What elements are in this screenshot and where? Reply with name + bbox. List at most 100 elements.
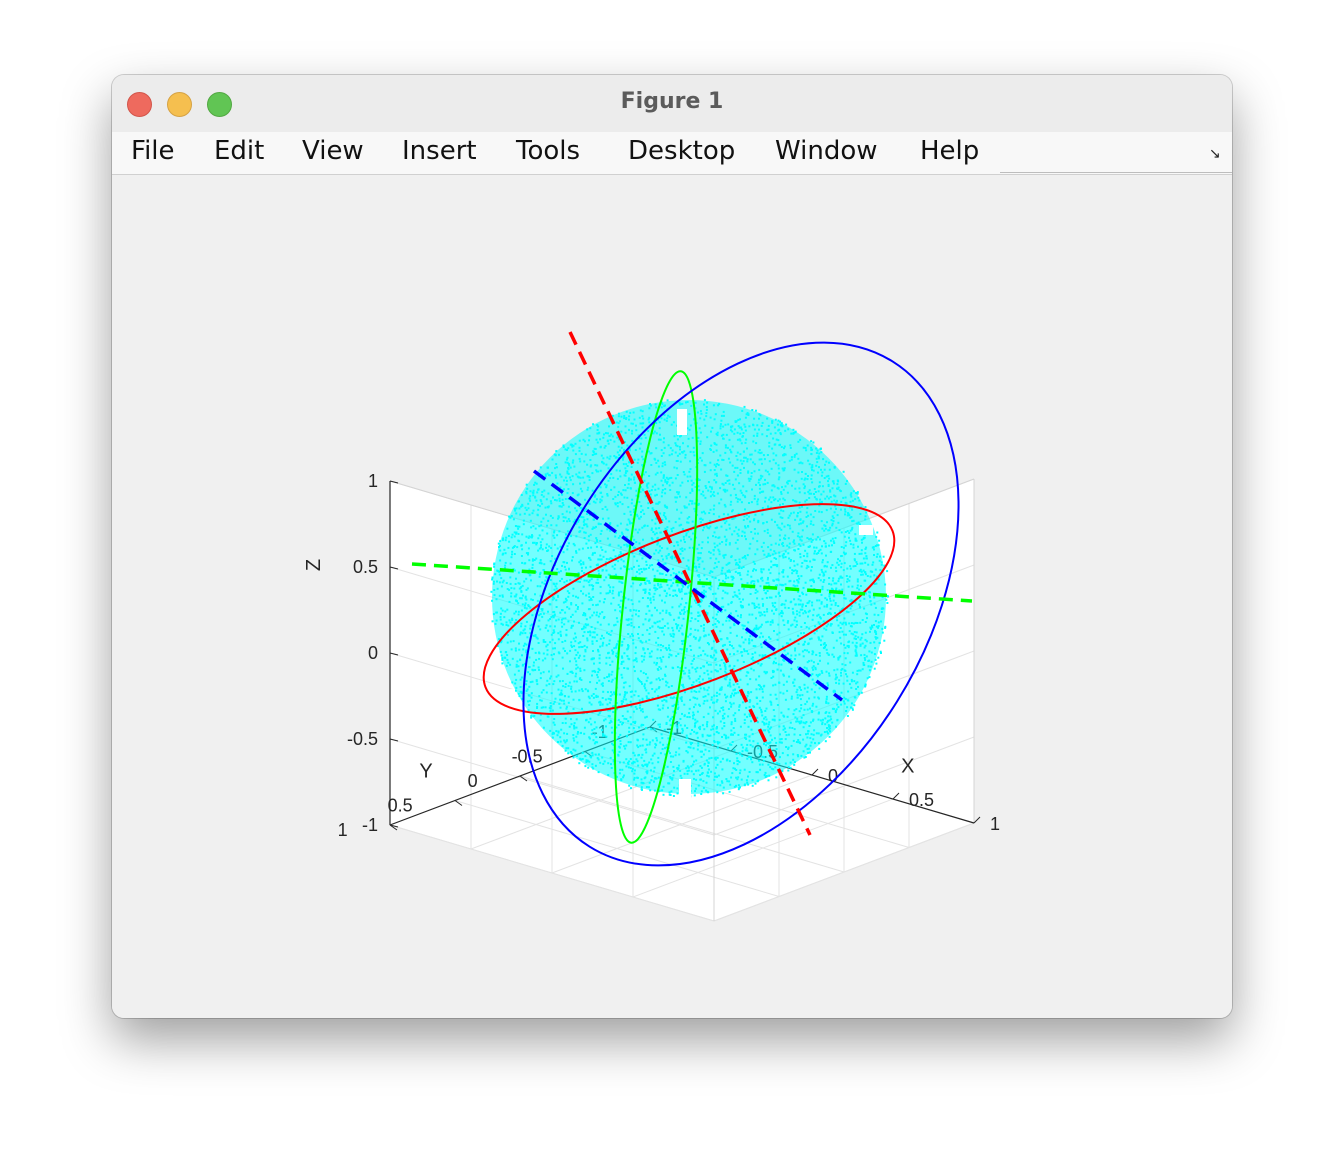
scatter-point — [754, 588, 757, 591]
scatter-point — [781, 467, 784, 470]
scatter-point — [648, 632, 651, 635]
x-tick — [811, 768, 819, 776]
scatter-point — [660, 449, 663, 452]
scatter-point — [725, 538, 728, 541]
scatter-point — [795, 610, 798, 613]
scatter-point — [722, 792, 725, 795]
scatter-point — [731, 576, 734, 578]
scatter-point — [542, 726, 545, 729]
scatter-point — [685, 736, 688, 739]
scatter-point — [730, 451, 733, 454]
scatter-point — [853, 631, 856, 633]
scatter-point — [617, 593, 620, 596]
scatter-point — [676, 701, 679, 704]
close-button[interactable] — [127, 92, 152, 117]
scatter-point — [753, 494, 756, 497]
dock-arrow-icon[interactable]: ↘ — [1209, 145, 1221, 161]
scatter-point — [695, 769, 698, 772]
title-bar[interactable]: Figure 1 — [112, 75, 1232, 132]
z-tick-label: -0.5 — [347, 729, 378, 749]
scatter-point — [591, 754, 594, 757]
scatter-point — [593, 447, 596, 450]
scatter-point — [588, 599, 591, 602]
scatter-point — [569, 649, 572, 652]
scatter-point — [607, 774, 610, 776]
scatter-point — [511, 619, 514, 621]
menu-insert[interactable]: Insert — [402, 136, 477, 166]
scatter-point — [723, 581, 726, 584]
scatter-point — [527, 671, 530, 674]
scatter-point — [767, 581, 770, 584]
scatter-point — [672, 774, 675, 777]
scatter-point — [536, 637, 539, 640]
scatter-point — [607, 573, 610, 576]
scatter-point — [677, 767, 680, 770]
scatter-point — [844, 510, 847, 513]
scatter-point — [527, 604, 530, 607]
scatter-point — [679, 611, 681, 614]
scatter-point — [762, 759, 765, 762]
zoom-button[interactable] — [207, 92, 232, 117]
scatter-point — [753, 602, 756, 605]
scatter-point — [823, 468, 826, 471]
menu-edit[interactable]: Edit — [214, 136, 265, 166]
scatter-point — [735, 634, 738, 637]
scatter-point — [539, 571, 542, 574]
scatter-point — [586, 475, 589, 478]
scatter-point — [698, 614, 701, 617]
scatter-point — [564, 516, 567, 519]
scatter-point — [831, 544, 833, 547]
menu-desktop[interactable]: Desktop — [628, 136, 736, 166]
scatter-point — [633, 538, 636, 541]
scatter-point — [493, 562, 496, 565]
scatter-point — [760, 424, 763, 427]
scatter-point — [866, 677, 869, 680]
scatter-point — [714, 527, 717, 530]
menu-file[interactable]: File — [131, 136, 175, 166]
scatter-point — [739, 498, 742, 501]
scatter-point — [785, 746, 788, 748]
scatter-point — [790, 695, 793, 698]
scatter-point — [688, 546, 691, 549]
scatter-point — [514, 647, 517, 650]
menu-view[interactable]: View — [302, 136, 364, 166]
scatter-point — [694, 721, 697, 724]
scatter-point — [521, 584, 524, 587]
scatter-point — [807, 475, 809, 477]
scatter-point — [569, 476, 571, 479]
scatter-point — [726, 695, 729, 698]
scatter-point — [583, 669, 586, 672]
scatter-point — [774, 657, 777, 660]
scatter-point — [829, 715, 832, 718]
minimize-button[interactable] — [167, 92, 192, 117]
menu-tools[interactable]: Tools — [516, 136, 581, 166]
scatter-point — [538, 695, 541, 698]
scatter-point — [650, 601, 652, 604]
scatter-point — [684, 453, 687, 456]
scatter-point — [687, 766, 690, 769]
scatter-point — [708, 512, 711, 514]
scatter-point — [851, 585, 854, 588]
scatter-point — [616, 451, 619, 454]
scatter-point — [789, 761, 792, 764]
scatter-point — [771, 420, 774, 423]
scatter-point — [750, 691, 753, 694]
scatter-point — [564, 650, 566, 652]
scatter-point — [742, 519, 745, 521]
menu-window[interactable]: Window — [775, 136, 878, 166]
scatter-point — [804, 447, 807, 449]
scatter-point — [690, 538, 693, 541]
y-tick-label: 0 — [468, 771, 478, 791]
scatter-point — [622, 686, 625, 689]
scatter-point — [758, 675, 761, 678]
menu-help[interactable]: Help — [920, 136, 980, 166]
scatter-point — [844, 531, 847, 533]
scatter-point — [663, 413, 666, 416]
scatter-point — [797, 440, 800, 443]
scatter-point — [769, 506, 772, 509]
scatter-point — [800, 632, 803, 635]
scatter-point — [739, 472, 742, 474]
scatter-point — [783, 537, 785, 540]
